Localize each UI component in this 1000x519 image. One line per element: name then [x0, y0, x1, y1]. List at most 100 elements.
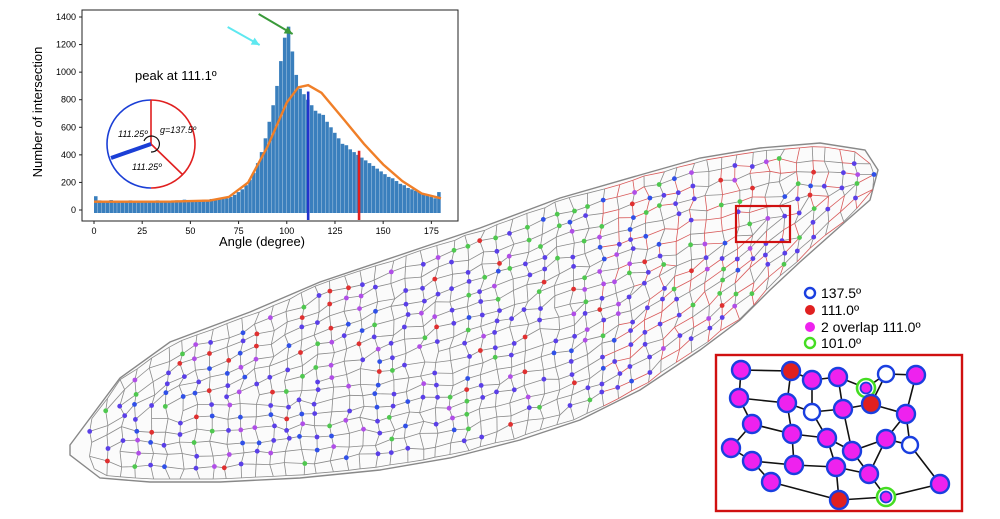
- vein-segment: [495, 354, 512, 358]
- vein-junction: [122, 413, 128, 419]
- vein-junction: [315, 320, 320, 325]
- vein-junction: [492, 345, 498, 351]
- vein-segment: [343, 308, 360, 312]
- vein-segment: [329, 275, 345, 282]
- vein-segment: [269, 369, 288, 378]
- angle-histogram-chart: 0 25 50 75 100 125 150 175 0 200 400 600 800 1000 120…: [30, 9, 459, 249]
- vein-junction: [209, 413, 215, 419]
- vein-segment: [513, 274, 530, 280]
- histogram-bar: [120, 201, 125, 213]
- vein-segment: [495, 406, 498, 417]
- vein-segment: [797, 236, 814, 252]
- vein-junction: [688, 336, 694, 342]
- vein-segment: [254, 311, 260, 325]
- vein-segment: [544, 389, 560, 395]
- vein-junction: [497, 261, 502, 266]
- vein-junction: [268, 412, 274, 418]
- vein-segment: [179, 358, 195, 364]
- vein-segment: [270, 450, 286, 454]
- angle-circle-diagram: 111.25º 111.25º g=137.5º: [106, 99, 197, 189]
- vein-segment: [616, 184, 621, 198]
- vein-segment: [659, 178, 675, 185]
- vein-junction: [734, 256, 740, 262]
- vein-junction: [627, 270, 632, 276]
- vein-junction: [327, 288, 333, 294]
- vein-segment: [285, 311, 288, 322]
- vein-segment: [270, 414, 287, 420]
- vein-segment: [540, 295, 556, 309]
- vein-segment: [554, 288, 574, 297]
- vein-segment: [359, 301, 378, 309]
- vein-segment: [556, 389, 561, 400]
- vein-junction: [148, 440, 154, 445]
- vein-segment: [539, 398, 558, 408]
- vein-junction: [449, 286, 454, 292]
- vein-segment: [119, 394, 137, 407]
- histogram-bar: [344, 145, 349, 213]
- vein-segment: [301, 449, 318, 451]
- vein-segment: [181, 334, 198, 341]
- vein-junction: [853, 195, 858, 201]
- vein-segment: [674, 316, 693, 328]
- vein-segment: [779, 158, 797, 164]
- vein-junction: [851, 161, 857, 167]
- vein-segment: [419, 433, 425, 450]
- y-axis-ticks: 0 200 400 600 800 1000 1200 1400: [56, 12, 82, 215]
- vein-segment: [571, 354, 588, 362]
- vein-segment: [704, 242, 726, 245]
- vein-junction: [492, 283, 497, 289]
- histogram-bar: [360, 157, 364, 213]
- vein-segment: [527, 291, 540, 302]
- zoom-node-magenta: [801, 369, 823, 391]
- vein-junction: [390, 355, 395, 361]
- vein-segment: [273, 298, 290, 306]
- vein-segment: [648, 264, 664, 273]
- vein-segment: [664, 167, 678, 173]
- vein-segment: [509, 396, 529, 404]
- vein-junction: [270, 389, 275, 395]
- vein-segment: [513, 239, 530, 245]
- histogram-bar: [367, 163, 372, 213]
- vein-junction: [689, 170, 694, 176]
- vein-junction: [630, 246, 636, 252]
- vein-junction: [616, 241, 622, 247]
- vein-segment: [514, 434, 526, 440]
- vein-segment: [602, 319, 605, 336]
- vein-segment: [154, 383, 168, 396]
- vein-segment: [573, 413, 587, 421]
- vein-junction: [357, 306, 362, 311]
- vein-junction: [386, 415, 392, 420]
- vein-junction: [796, 210, 802, 216]
- vein-segment: [106, 426, 122, 436]
- vein-segment: [449, 342, 465, 349]
- vein-segment: [497, 318, 512, 322]
- vein-junction: [571, 311, 577, 317]
- vein-segment: [526, 284, 529, 302]
- vein-segment: [824, 185, 842, 189]
- vein-junction: [465, 243, 471, 249]
- vein-junction: [494, 389, 499, 395]
- vein-junction: [612, 279, 617, 285]
- vein-junction: [553, 338, 559, 344]
- vein-segment: [514, 301, 529, 305]
- vein-segment: [629, 271, 649, 274]
- vein-segment: [348, 468, 361, 471]
- vein-segment: [600, 243, 620, 248]
- vein-junction: [237, 350, 243, 356]
- vein-segment: [274, 321, 288, 331]
- vein-segment: [584, 340, 588, 355]
- vein-segment: [135, 381, 154, 395]
- histogram-bar: [348, 149, 353, 213]
- histogram-bar: [263, 138, 268, 213]
- vein-segment: [94, 468, 108, 476]
- vein-segment: [289, 292, 302, 300]
- y-tick-label: 1000: [56, 67, 76, 77]
- vein-segment: [269, 358, 288, 367]
- vein-junction: [432, 370, 438, 376]
- vein-segment: [480, 336, 484, 351]
- vein-segment: [134, 394, 155, 405]
- vein-segment: [151, 392, 167, 406]
- vein-segment: [301, 322, 318, 328]
- vein-segment: [423, 316, 435, 327]
- vein-segment: [316, 435, 332, 438]
